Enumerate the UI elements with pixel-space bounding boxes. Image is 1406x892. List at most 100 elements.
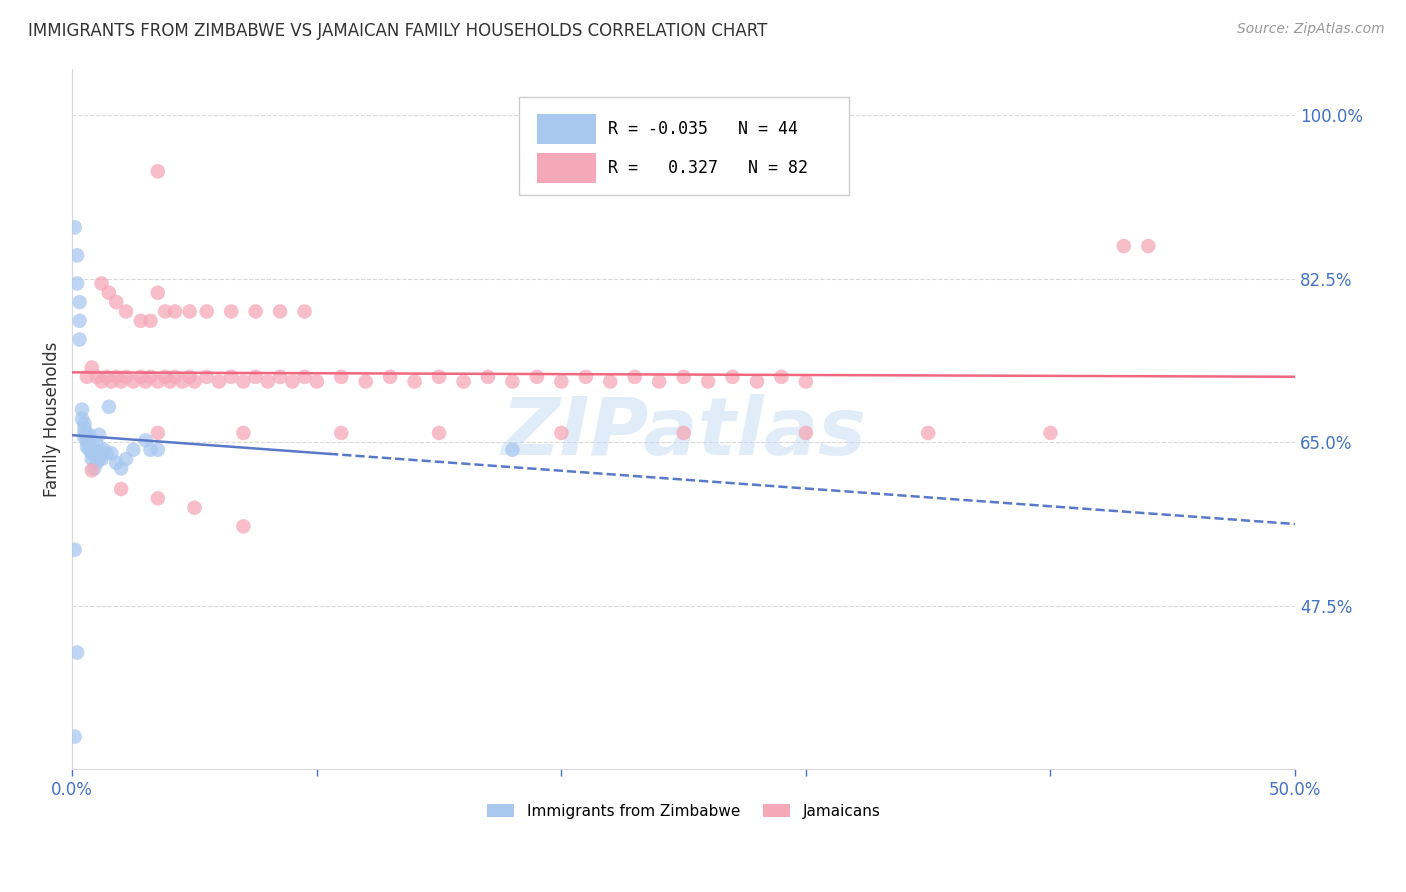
Point <box>146 285 169 300</box>
Point <box>195 304 218 318</box>
Point <box>115 452 138 467</box>
Point <box>477 369 499 384</box>
Point <box>1039 425 1062 440</box>
Point <box>330 425 353 440</box>
Point <box>183 500 205 515</box>
Point <box>76 369 98 384</box>
Point <box>721 369 744 384</box>
Point <box>66 277 89 291</box>
Point <box>69 314 91 328</box>
Point <box>146 491 169 506</box>
Point <box>281 375 304 389</box>
Point <box>76 427 98 442</box>
Point <box>86 369 108 384</box>
Point <box>66 248 89 262</box>
Point <box>179 304 201 318</box>
Point <box>526 369 548 384</box>
Point <box>69 295 91 310</box>
Y-axis label: Family Households: Family Households <box>44 342 60 497</box>
Point <box>501 375 523 389</box>
Point <box>135 434 157 448</box>
Point <box>183 375 205 389</box>
Point <box>79 437 101 451</box>
Point <box>100 446 122 460</box>
Text: Source: ZipAtlas.com: Source: ZipAtlas.com <box>1237 22 1385 37</box>
Point <box>269 304 291 318</box>
Point <box>179 369 201 384</box>
Point <box>195 369 218 384</box>
Point <box>163 304 186 318</box>
Point <box>63 730 86 744</box>
Point <box>66 646 89 660</box>
Point <box>146 442 169 457</box>
Point <box>89 452 111 467</box>
Point <box>80 360 103 375</box>
Point <box>79 442 101 457</box>
Point <box>745 375 768 389</box>
Point <box>305 375 328 389</box>
Point <box>122 375 145 389</box>
Point <box>129 369 152 384</box>
Point <box>129 314 152 328</box>
Point <box>1112 239 1135 253</box>
Point <box>73 425 96 440</box>
Point <box>97 400 120 414</box>
Text: ZIPatlas: ZIPatlas <box>501 394 866 472</box>
Point <box>115 304 138 318</box>
Point <box>73 417 96 431</box>
Point <box>550 375 572 389</box>
Point <box>1137 239 1160 253</box>
Point <box>100 375 122 389</box>
Point <box>146 425 169 440</box>
Point <box>90 375 112 389</box>
Point <box>378 369 401 384</box>
Point <box>86 446 108 460</box>
FancyBboxPatch shape <box>537 114 596 144</box>
Point <box>139 442 162 457</box>
Point <box>105 456 128 470</box>
Point <box>501 442 523 457</box>
FancyBboxPatch shape <box>519 96 849 194</box>
Point <box>623 369 645 384</box>
Point <box>599 375 621 389</box>
Point <box>232 425 254 440</box>
Point <box>453 375 475 389</box>
Point <box>69 333 91 347</box>
Point <box>550 425 572 440</box>
FancyBboxPatch shape <box>537 153 596 183</box>
Point <box>427 369 450 384</box>
Point <box>427 425 450 440</box>
Point <box>770 369 793 384</box>
Point <box>63 220 86 235</box>
Point <box>90 277 112 291</box>
Point <box>90 452 112 467</box>
Point <box>232 519 254 533</box>
Point <box>245 304 267 318</box>
Point <box>232 375 254 389</box>
Point <box>294 304 316 318</box>
Point <box>219 304 242 318</box>
Point <box>354 375 377 389</box>
Point <box>96 446 118 460</box>
Point <box>146 375 169 389</box>
Point <box>110 375 132 389</box>
Point <box>105 295 128 310</box>
Point <box>159 375 181 389</box>
Point <box>80 442 103 457</box>
Point <box>208 375 231 389</box>
Point <box>139 369 162 384</box>
Point <box>115 369 138 384</box>
Point <box>575 369 598 384</box>
Point <box>110 461 132 475</box>
Point <box>917 425 939 440</box>
Point <box>294 369 316 384</box>
Point <box>163 369 186 384</box>
Point <box>73 431 96 445</box>
Point <box>110 482 132 496</box>
Point <box>330 369 353 384</box>
Point <box>672 369 695 384</box>
Point <box>76 434 98 448</box>
Point <box>89 427 111 442</box>
Point <box>257 375 280 389</box>
Point <box>76 440 98 454</box>
